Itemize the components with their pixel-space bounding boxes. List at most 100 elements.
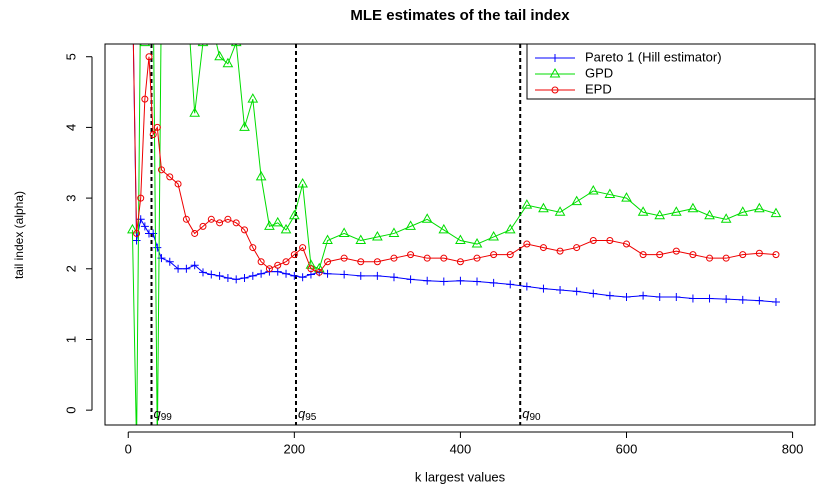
y-tick-label: 2 [63, 265, 78, 272]
point [672, 247, 680, 255]
point [571, 195, 583, 206]
point [687, 202, 699, 213]
point [573, 244, 581, 252]
point [739, 251, 747, 259]
point [340, 270, 349, 279]
point [247, 93, 259, 103]
point [622, 293, 631, 302]
point [554, 206, 566, 216]
point [606, 237, 614, 245]
point [298, 273, 307, 282]
point [356, 271, 365, 280]
point [672, 293, 681, 302]
quantile-subscript: 95 [305, 412, 317, 423]
point [539, 244, 547, 252]
point [604, 188, 616, 199]
y-tick-label: 1 [63, 336, 78, 343]
point [149, 229, 158, 238]
point [216, 219, 224, 227]
series-line [131, 44, 777, 425]
point [720, 213, 732, 223]
point [165, 257, 174, 266]
point [706, 254, 714, 262]
point [670, 206, 682, 216]
point [132, 440, 141, 448]
point [149, 130, 157, 138]
point [390, 254, 398, 262]
point [189, 107, 201, 117]
point [572, 287, 581, 296]
point [622, 240, 630, 248]
point [455, 234, 466, 245]
point [654, 209, 666, 220]
quantile-subscript: 99 [161, 412, 173, 423]
point [340, 254, 348, 262]
point [207, 270, 216, 279]
quantile-subscript: 90 [529, 412, 541, 423]
point [323, 269, 332, 278]
point [338, 227, 350, 237]
point [153, 243, 162, 252]
point [190, 261, 199, 270]
point [771, 298, 780, 307]
point [290, 251, 298, 259]
point [737, 206, 749, 216]
point [322, 234, 333, 245]
point [139, 44, 151, 47]
x-tick-label: 600 [616, 441, 638, 456]
y-axis-label: tail index (alpha) [12, 191, 26, 279]
point [639, 291, 648, 300]
point [639, 251, 647, 259]
point [456, 276, 465, 285]
y-tick-label: 4 [63, 124, 78, 131]
point [264, 220, 275, 230]
point [621, 192, 632, 202]
point [637, 206, 649, 216]
point [137, 194, 145, 202]
point [439, 277, 448, 286]
point [456, 258, 464, 266]
point [407, 251, 415, 259]
point [222, 57, 234, 68]
point [770, 207, 782, 218]
point [274, 261, 282, 269]
point [140, 222, 149, 231]
point [223, 273, 232, 282]
point [522, 282, 531, 291]
point [249, 244, 257, 252]
point [388, 227, 400, 237]
point [423, 276, 432, 285]
point [722, 295, 731, 304]
point [166, 173, 174, 181]
point [704, 209, 715, 220]
point [232, 275, 241, 284]
point [506, 280, 515, 289]
point [174, 264, 183, 273]
point [489, 278, 498, 287]
point [556, 247, 564, 255]
y-tick-label: 0 [63, 407, 78, 414]
point [473, 254, 481, 262]
point [214, 50, 225, 61]
point [755, 296, 764, 305]
point [656, 251, 664, 259]
point [689, 251, 697, 259]
point [372, 230, 383, 241]
point [423, 254, 431, 262]
point [738, 295, 747, 304]
y-tick-label: 3 [63, 194, 78, 201]
point [324, 258, 332, 266]
legend-symbol [551, 54, 559, 62]
point [754, 202, 765, 213]
point [230, 44, 242, 47]
point [239, 121, 250, 131]
point [141, 95, 149, 103]
point [290, 271, 299, 280]
quantile-label: q95 [298, 406, 317, 422]
point [191, 229, 199, 237]
point [405, 220, 416, 230]
point [199, 222, 207, 230]
plot-area [127, 44, 782, 448]
x-tick-label: 200 [283, 441, 305, 456]
